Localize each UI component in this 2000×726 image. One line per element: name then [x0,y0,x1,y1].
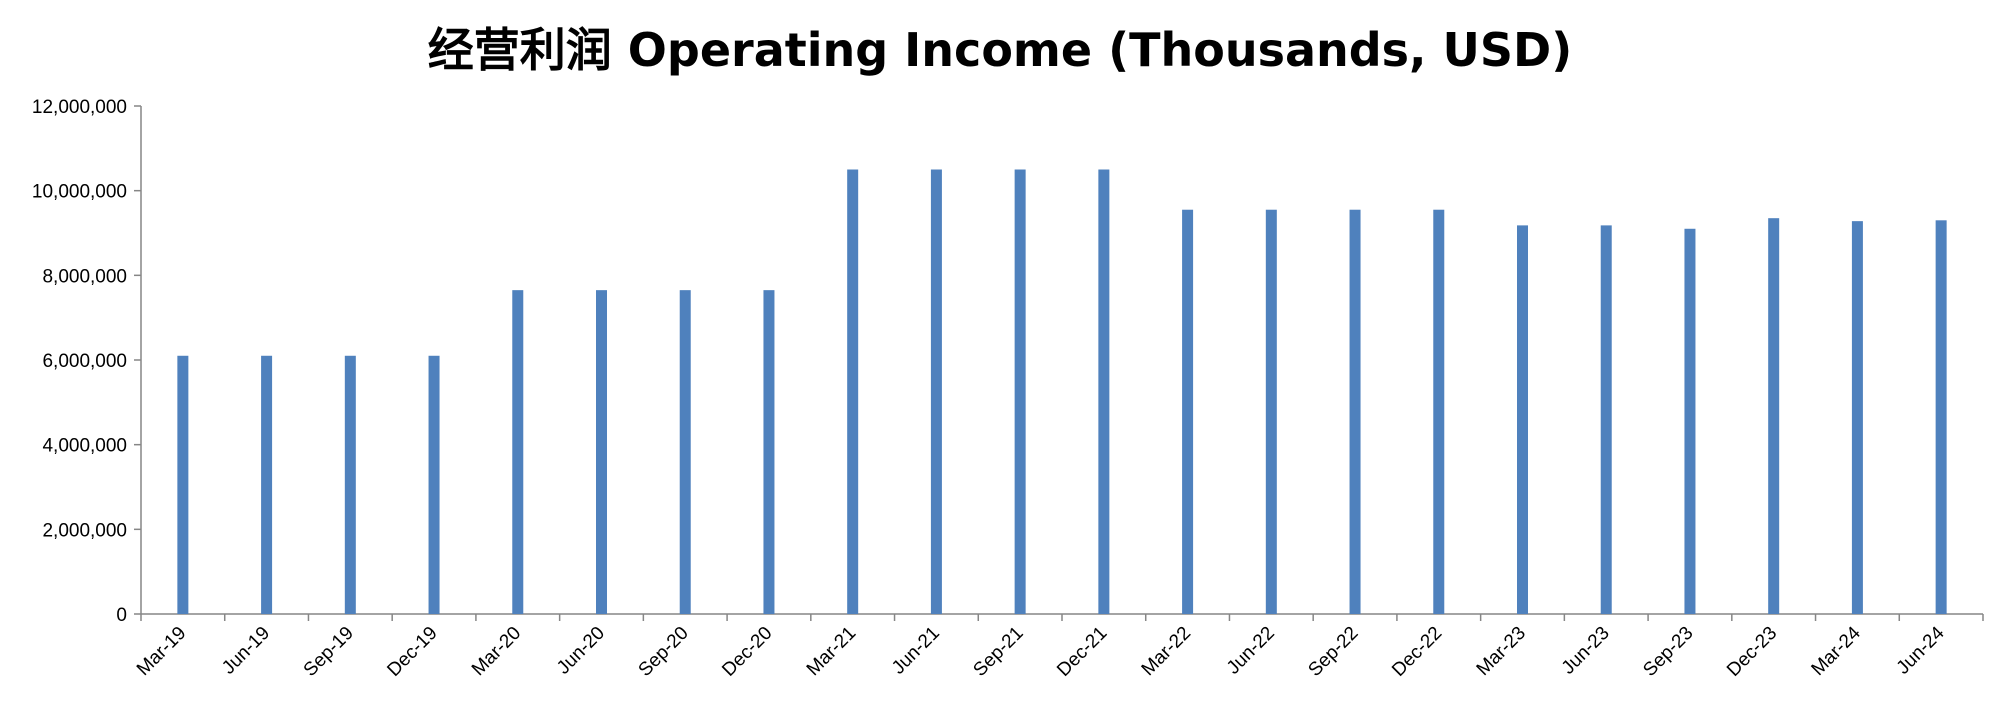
x-tick-label: Jun-23 [1558,623,1614,679]
bar [1935,220,1947,615]
bar [344,355,356,614]
bar [679,290,691,614]
x-tick-label: Jun-21 [888,623,944,679]
y-tick-label: 12,000,000 [32,97,127,118]
y-tick-label: 0 [116,605,127,626]
x-tick-label: Sep-21 [969,623,1027,681]
bar [930,169,942,614]
bar [1182,209,1194,614]
bar [1517,225,1528,614]
y-axis: 0 2,000,000 4,000,000 6,000,000 8,000,000 10,… [32,97,142,626]
bar [847,169,859,614]
y-tick-label: 8,000,000 [42,266,127,287]
bar [1433,209,1445,614]
y-tick-label: 4,000,000 [42,436,127,457]
bar [763,290,775,614]
bar [1768,218,1780,614]
x-tick-label: Mar-23 [1473,623,1530,680]
bar [1349,209,1361,614]
x-axis: Mar-19 Jun-19 Sep-19 Dec-19 Mar-20 Jun-20 Sep-… [133,613,1984,681]
bar [1014,169,1026,614]
x-tick-label: Sep-23 [1639,623,1697,681]
x-tick-label: Jun-19 [218,623,274,679]
bar [428,355,440,614]
x-tick-label: Sep-22 [1304,623,1362,681]
bar [512,290,524,614]
bar [261,355,273,614]
x-tick-label: Jun-20 [553,623,609,679]
x-tick-label: Mar-24 [1808,622,1866,680]
x-tick-label: Dec-22 [1388,623,1446,681]
x-tick-label: Dec-23 [1723,623,1781,681]
chart-title: 经营利润 Operating Income (Thousands, USD) [427,23,1573,77]
x-tick-label: Mar-21 [803,623,860,680]
x-tick-label: Jun-24 [1893,622,1949,678]
x-tick-label: Mar-22 [1138,623,1195,680]
bar [1098,169,1110,614]
x-tick-label: Sep-19 [300,623,358,681]
x-tick-label: Dec-21 [1053,623,1111,681]
y-tick-label: 10,000,000 [32,182,127,203]
bars [177,169,1947,615]
x-tick-label: Dec-19 [383,623,441,681]
x-tick-label: Jun-22 [1223,623,1279,679]
x-tick-label: Mar-20 [468,623,525,680]
bar [1684,228,1696,614]
bar [1265,209,1277,614]
x-tick-label: Mar-19 [133,623,190,680]
bar [177,355,189,614]
bar [1851,221,1863,614]
y-tick-label: 2,000,000 [42,520,127,541]
bar [596,290,607,614]
x-tick-label: Sep-20 [635,623,693,681]
y-tick-label: 6,000,000 [42,351,127,372]
x-tick-label: Dec-20 [718,623,776,681]
bar [1600,225,1612,614]
